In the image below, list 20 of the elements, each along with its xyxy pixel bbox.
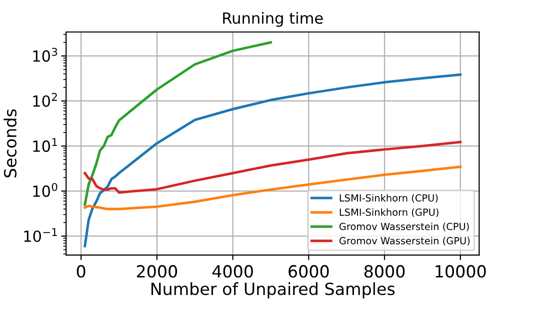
line-series <box>84 41 272 206</box>
legend-label: LSMI-Sinkhorn (CPU) <box>340 194 438 203</box>
y-tick-label: 10$^{2}$ <box>33 92 57 107</box>
line-series <box>84 140 462 194</box>
legend-label: Gromov Wasserstein (GPU) <box>339 236 470 246</box>
chart-title: Running time <box>223 12 323 27</box>
x-tick-label: 8000 <box>364 265 405 278</box>
y-tick-label: 10$^{−1}$ <box>24 228 57 242</box>
x-tick-label: 0 <box>76 265 86 278</box>
y-tick-label: 10$^{3}$ <box>33 48 58 62</box>
x-tick-label: 4000 <box>212 265 253 278</box>
legend-label: LSMI-Sinkhorn (GPU) <box>340 208 438 218</box>
x-tick-label: 10000 <box>436 265 486 278</box>
legend-label: Gromov Wasserstein (CPU) <box>339 222 469 232</box>
x-tick-label: 2000 <box>136 265 178 278</box>
y-tick-label: 10$^{1}$ <box>33 138 57 152</box>
x-axis-title: Number of Unpaired Samples <box>151 282 395 298</box>
y-tick-label: 10$^{0}$ <box>33 182 58 197</box>
y-axis-title: Seconds <box>4 109 17 178</box>
x-tick-label: 6000 <box>288 265 329 278</box>
